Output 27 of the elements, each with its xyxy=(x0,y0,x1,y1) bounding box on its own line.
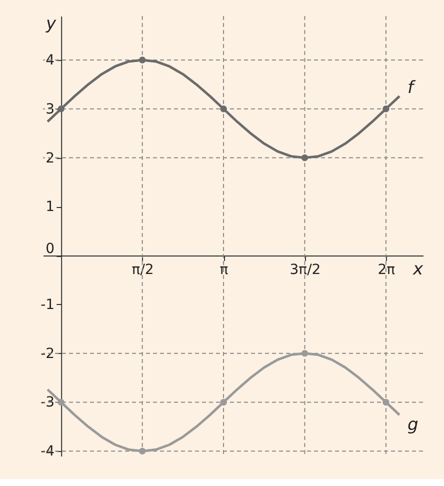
point xyxy=(301,350,308,357)
point xyxy=(220,398,227,406)
y-tick-label: -2 xyxy=(40,346,55,362)
point xyxy=(220,106,227,112)
y-tick-label: 4 xyxy=(46,52,55,68)
point xyxy=(58,398,64,406)
x-tick-label: π xyxy=(220,262,229,278)
x-axis-title: x xyxy=(412,260,424,280)
y-tick-label: 3 xyxy=(46,101,55,118)
point xyxy=(382,398,390,406)
series-label: f xyxy=(407,78,416,98)
y-tick-label: 1 xyxy=(46,199,55,216)
point xyxy=(138,56,146,64)
y-tick-label: -4 xyxy=(40,444,55,460)
y-tick-label: 2 xyxy=(46,150,55,166)
y-tick-label: -3 xyxy=(40,394,55,411)
y-axis-title: y xyxy=(45,14,58,34)
point xyxy=(58,106,64,112)
series-label: g xyxy=(407,414,418,435)
x-tick-label: π/2 xyxy=(132,262,154,278)
x-tick-label: 3π/2 xyxy=(290,262,321,278)
y-tick-label: 0 xyxy=(46,241,55,258)
y-tick-label: -1 xyxy=(40,296,55,313)
point xyxy=(382,106,390,112)
point xyxy=(138,448,146,454)
point xyxy=(301,154,308,162)
x-tick-label: 2π xyxy=(378,262,396,278)
